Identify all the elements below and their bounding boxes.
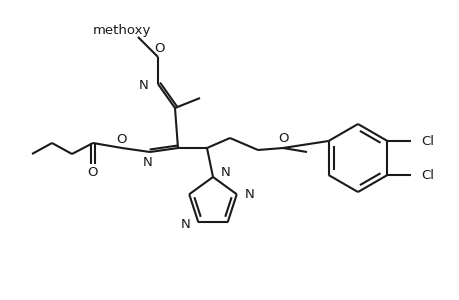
Text: N: N [244,188,254,201]
Text: Cl: Cl [420,134,433,148]
Text: N: N [180,218,190,231]
Text: Cl: Cl [420,169,433,182]
Text: O: O [154,41,165,55]
Text: N: N [143,155,152,169]
Text: N: N [220,167,230,179]
Text: O: O [88,166,98,178]
Text: methoxy: methoxy [93,23,151,37]
Text: N: N [139,79,149,92]
Text: O: O [278,131,289,145]
Text: O: O [117,133,127,146]
